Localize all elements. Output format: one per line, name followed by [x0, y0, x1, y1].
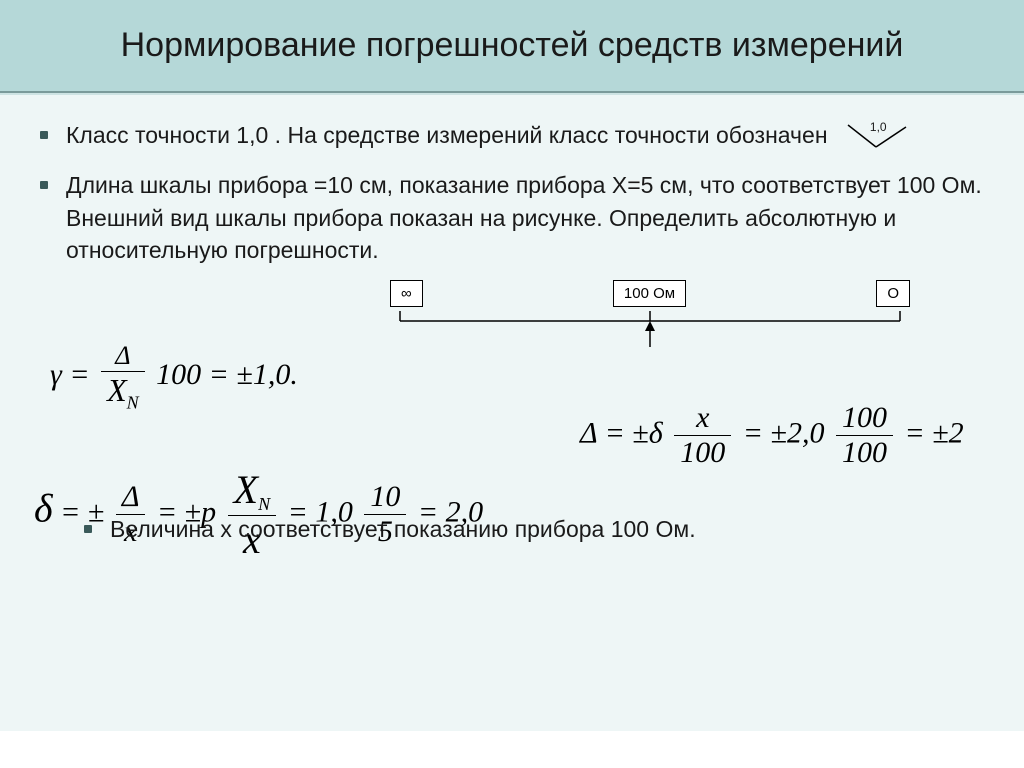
formulas-area: γ = Δ XN 100 = ±1,0. δ = ± Δ x = ±p XN x	[40, 351, 984, 581]
angle-label: 1,0	[870, 119, 887, 136]
scale-diagram	[390, 303, 910, 351]
accuracy-class-angle-icon: 1,0	[844, 121, 914, 151]
bullet-2-text: Длина шкалы прибора =10 см, показание пр…	[66, 169, 984, 266]
content-area: Класс точности 1,0 . На средстве измерен…	[0, 93, 1024, 731]
bullet-3: Величина х соответствует показанию прибо…	[84, 513, 696, 545]
formula-delta-absolute: Δ = ±δ x 100 = ±2,0 100 100 = ±2	[580, 401, 964, 470]
bullet-dot-icon	[40, 131, 48, 139]
bullet-dot-icon	[40, 181, 48, 189]
bullet-2: Длина шкалы прибора =10 см, показание пр…	[40, 169, 984, 266]
bullet-1-text: Класс точности 1,0 . На средстве измерен…	[66, 119, 914, 152]
bullet-3-text: Величина х соответствует показанию прибо…	[110, 513, 696, 545]
bullet-dot-icon	[84, 525, 92, 533]
title-bar: Нормирование погрешностей средств измере…	[0, 0, 1024, 93]
formula-gamma: γ = Δ XN 100 = ±1,0.	[50, 341, 298, 413]
slide-title: Нормирование погрешностей средств измере…	[40, 24, 984, 67]
bullet-1: Класс точности 1,0 . На средстве измерен…	[40, 119, 984, 152]
